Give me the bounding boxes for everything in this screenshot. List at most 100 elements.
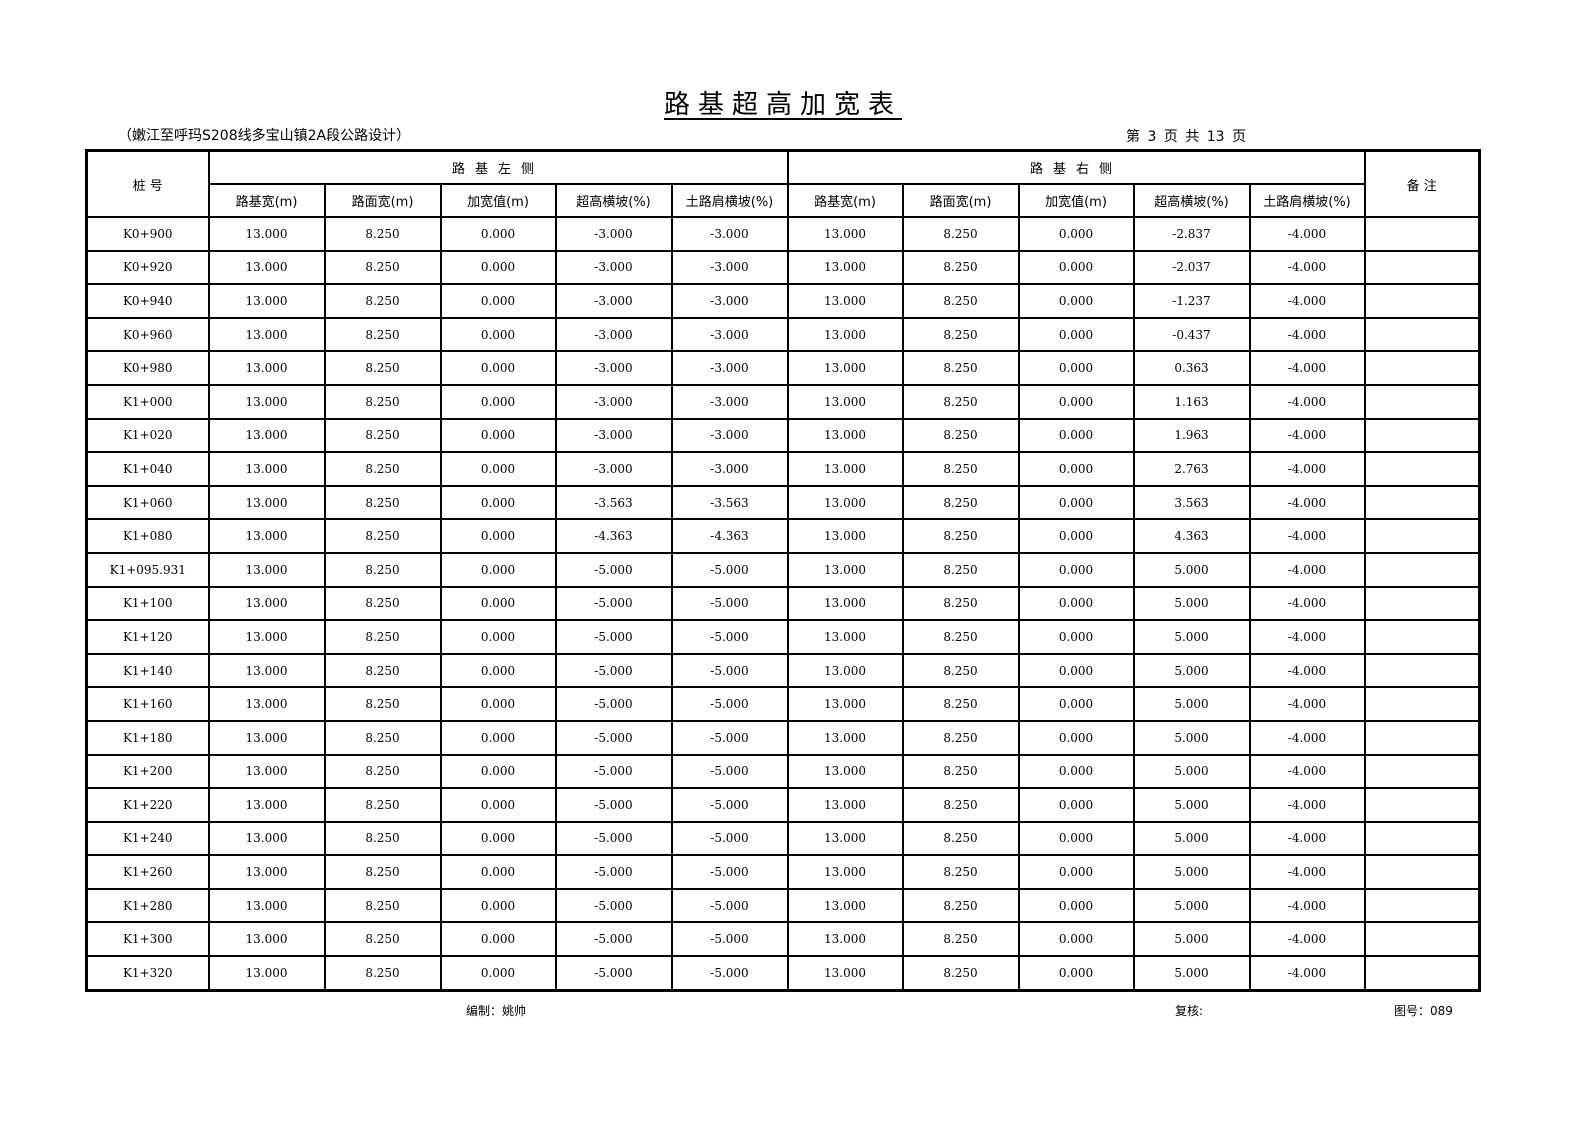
right-pavement-width-cell: 8.250 [901, 820, 1020, 857]
left-superelevation-cell: -4.363 [554, 518, 673, 554]
right-pavement-width-cell: 8.250 [901, 283, 1020, 319]
left-subgrade-width-cell: 13.000 [207, 383, 326, 420]
table-row: K1+020 13.000 8.250 0.000 -3.000 -3.000 13.000… [85, 417, 1481, 454]
right-pavement-width-cell: 8.250 [901, 652, 1020, 689]
station-cell: K1+180 [85, 719, 210, 756]
left-subgrade-width-header: 路基宽(m) [207, 183, 326, 218]
remarks-cell [1363, 417, 1481, 454]
station-cell: K1+160 [85, 686, 210, 722]
right-widening-cell: 0.000 [1017, 518, 1135, 554]
right-widening-cell: 0.000 [1017, 719, 1135, 756]
left-pavement-width-cell: 8.250 [323, 350, 442, 386]
left-shoulder-slope-cell: -3.563 [670, 484, 789, 521]
left-pavement-width-cell: 8.250 [323, 451, 442, 487]
left-subgrade-width-cell: 13.000 [207, 518, 326, 554]
left-superelevation-cell: -3.000 [554, 451, 673, 487]
left-superelevation-cell: -3.000 [554, 350, 673, 386]
right-subgrade-width-cell: 13.000 [786, 350, 904, 386]
left-superelevation-cell: -5.000 [554, 753, 673, 790]
right-shoulder-slope-cell: -4.000 [1248, 719, 1366, 756]
right-shoulder-slope-cell: -4.000 [1248, 787, 1366, 823]
right-widening-header: 加宽值(m) [1017, 183, 1135, 218]
right-subgrade-width-cell: 13.000 [786, 619, 904, 655]
right-subgrade-width-cell: 13.000 [786, 686, 904, 722]
superelevation-table: 桩 号 路基左侧 路基右侧 备 注 路基宽(m) 路面宽(m) 加宽值(m) 超… [85, 149, 1481, 992]
left-subgrade-width-cell: 13.000 [207, 854, 326, 890]
left-subgrade-width-cell: 13.000 [207, 551, 326, 588]
right-subgrade-width-cell: 13.000 [786, 249, 904, 286]
station-cell: K0+980 [85, 350, 210, 386]
left-pavement-width-cell: 8.250 [323, 753, 442, 790]
right-subgrade-width-cell: 13.000 [786, 787, 904, 823]
left-superelevation-cell: -3.000 [554, 216, 673, 252]
left-superelevation-cell: -5.000 [554, 619, 673, 655]
left-pavement-width-cell: 8.250 [323, 316, 442, 353]
remarks-cell [1363, 820, 1481, 857]
remarks-cell [1363, 249, 1481, 286]
station-cell: K1+020 [85, 417, 210, 454]
document-title: 路基超高加宽表 [0, 84, 1566, 121]
right-shoulder-slope-cell: -4.000 [1248, 753, 1366, 790]
station-cell: K1+260 [85, 854, 210, 890]
remarks-cell [1363, 551, 1481, 588]
left-superelevation-cell: -5.000 [554, 686, 673, 722]
right-pavement-width-header: 路面宽(m) [901, 183, 1020, 218]
left-pavement-width-cell: 8.250 [323, 887, 442, 924]
table-row: K1+260 13.000 8.250 0.000 -5.000 -5.000 13.000… [85, 854, 1481, 890]
right-widening-cell: 0.000 [1017, 484, 1135, 521]
right-superelevation-cell: 4.363 [1132, 518, 1251, 554]
remarks-cell [1363, 719, 1481, 756]
left-widening-cell: 0.000 [439, 686, 557, 722]
left-pavement-width-cell: 8.250 [323, 417, 442, 454]
right-pavement-width-cell: 8.250 [901, 686, 1020, 722]
right-side-header: 路基右侧 [786, 149, 1366, 185]
station-cell: K1+060 [85, 484, 210, 521]
left-shoulder-slope-cell: -3.000 [670, 316, 789, 353]
station-cell: K1+080 [85, 518, 210, 554]
table-row: K1+320 13.000 8.250 0.000 -5.000 -5.000 13.000… [85, 955, 1481, 992]
left-superelevation-cell: -5.000 [554, 585, 673, 622]
table-row: K1+120 13.000 8.250 0.000 -5.000 -5.000 13.000… [85, 619, 1481, 655]
left-widening-cell: 0.000 [439, 484, 557, 521]
right-subgrade-width-cell: 13.000 [786, 451, 904, 487]
right-shoulder-slope-cell: -4.000 [1248, 518, 1366, 554]
right-superelevation-cell: 5.000 [1132, 921, 1251, 958]
right-shoulder-slope-cell: -4.000 [1248, 887, 1366, 924]
right-subgrade-width-cell: 13.000 [786, 551, 904, 588]
right-superelevation-cell: 5.000 [1132, 551, 1251, 588]
left-widening-cell: 0.000 [439, 350, 557, 386]
remarks-cell [1363, 383, 1481, 420]
left-shoulder-slope-cell: -5.000 [670, 955, 789, 992]
table-row: K1+000 13.000 8.250 0.000 -3.000 -3.000 13.000… [85, 383, 1481, 420]
left-pavement-width-cell: 8.250 [323, 787, 442, 823]
right-shoulder-slope-cell: -4.000 [1248, 484, 1366, 521]
left-widening-cell: 0.000 [439, 753, 557, 790]
right-pavement-width-cell: 8.250 [901, 249, 1020, 286]
project-subtitle: （嫩江至呼玛S208线多宝山镇2A段公路设计） [118, 128, 411, 144]
table-row: K1+080 13.000 8.250 0.000 -4.363 -4.363 13.000… [85, 518, 1481, 554]
left-subgrade-width-cell: 13.000 [207, 887, 326, 924]
right-widening-cell: 0.000 [1017, 854, 1135, 890]
remarks-cell [1363, 350, 1481, 386]
right-subgrade-width-cell: 13.000 [786, 585, 904, 622]
remarks-cell [1363, 283, 1481, 319]
left-widening-cell: 0.000 [439, 518, 557, 554]
left-widening-cell: 0.000 [439, 383, 557, 420]
left-superelevation-header: 超高横坡(%) [554, 183, 673, 218]
right-pavement-width-cell: 8.250 [901, 753, 1020, 790]
left-widening-cell: 0.000 [439, 787, 557, 823]
right-shoulder-slope-cell: -4.000 [1248, 820, 1366, 857]
left-pavement-width-cell: 8.250 [323, 854, 442, 890]
left-pavement-width-cell: 8.250 [323, 216, 442, 252]
right-superelevation-cell: 3.563 [1132, 484, 1251, 521]
left-subgrade-width-cell: 13.000 [207, 417, 326, 454]
table-row: K1+180 13.000 8.250 0.000 -5.000 -5.000 13.000… [85, 719, 1481, 756]
left-superelevation-cell: -5.000 [554, 820, 673, 857]
right-widening-cell: 0.000 [1017, 787, 1135, 823]
left-pavement-width-cell: 8.250 [323, 283, 442, 319]
left-shoulder-slope-cell: -5.000 [670, 585, 789, 622]
station-cell: K0+940 [85, 283, 210, 319]
left-superelevation-cell: -5.000 [554, 887, 673, 924]
right-shoulder-slope-cell: -4.000 [1248, 686, 1366, 722]
right-shoulder-slope-cell: -4.000 [1248, 216, 1366, 252]
